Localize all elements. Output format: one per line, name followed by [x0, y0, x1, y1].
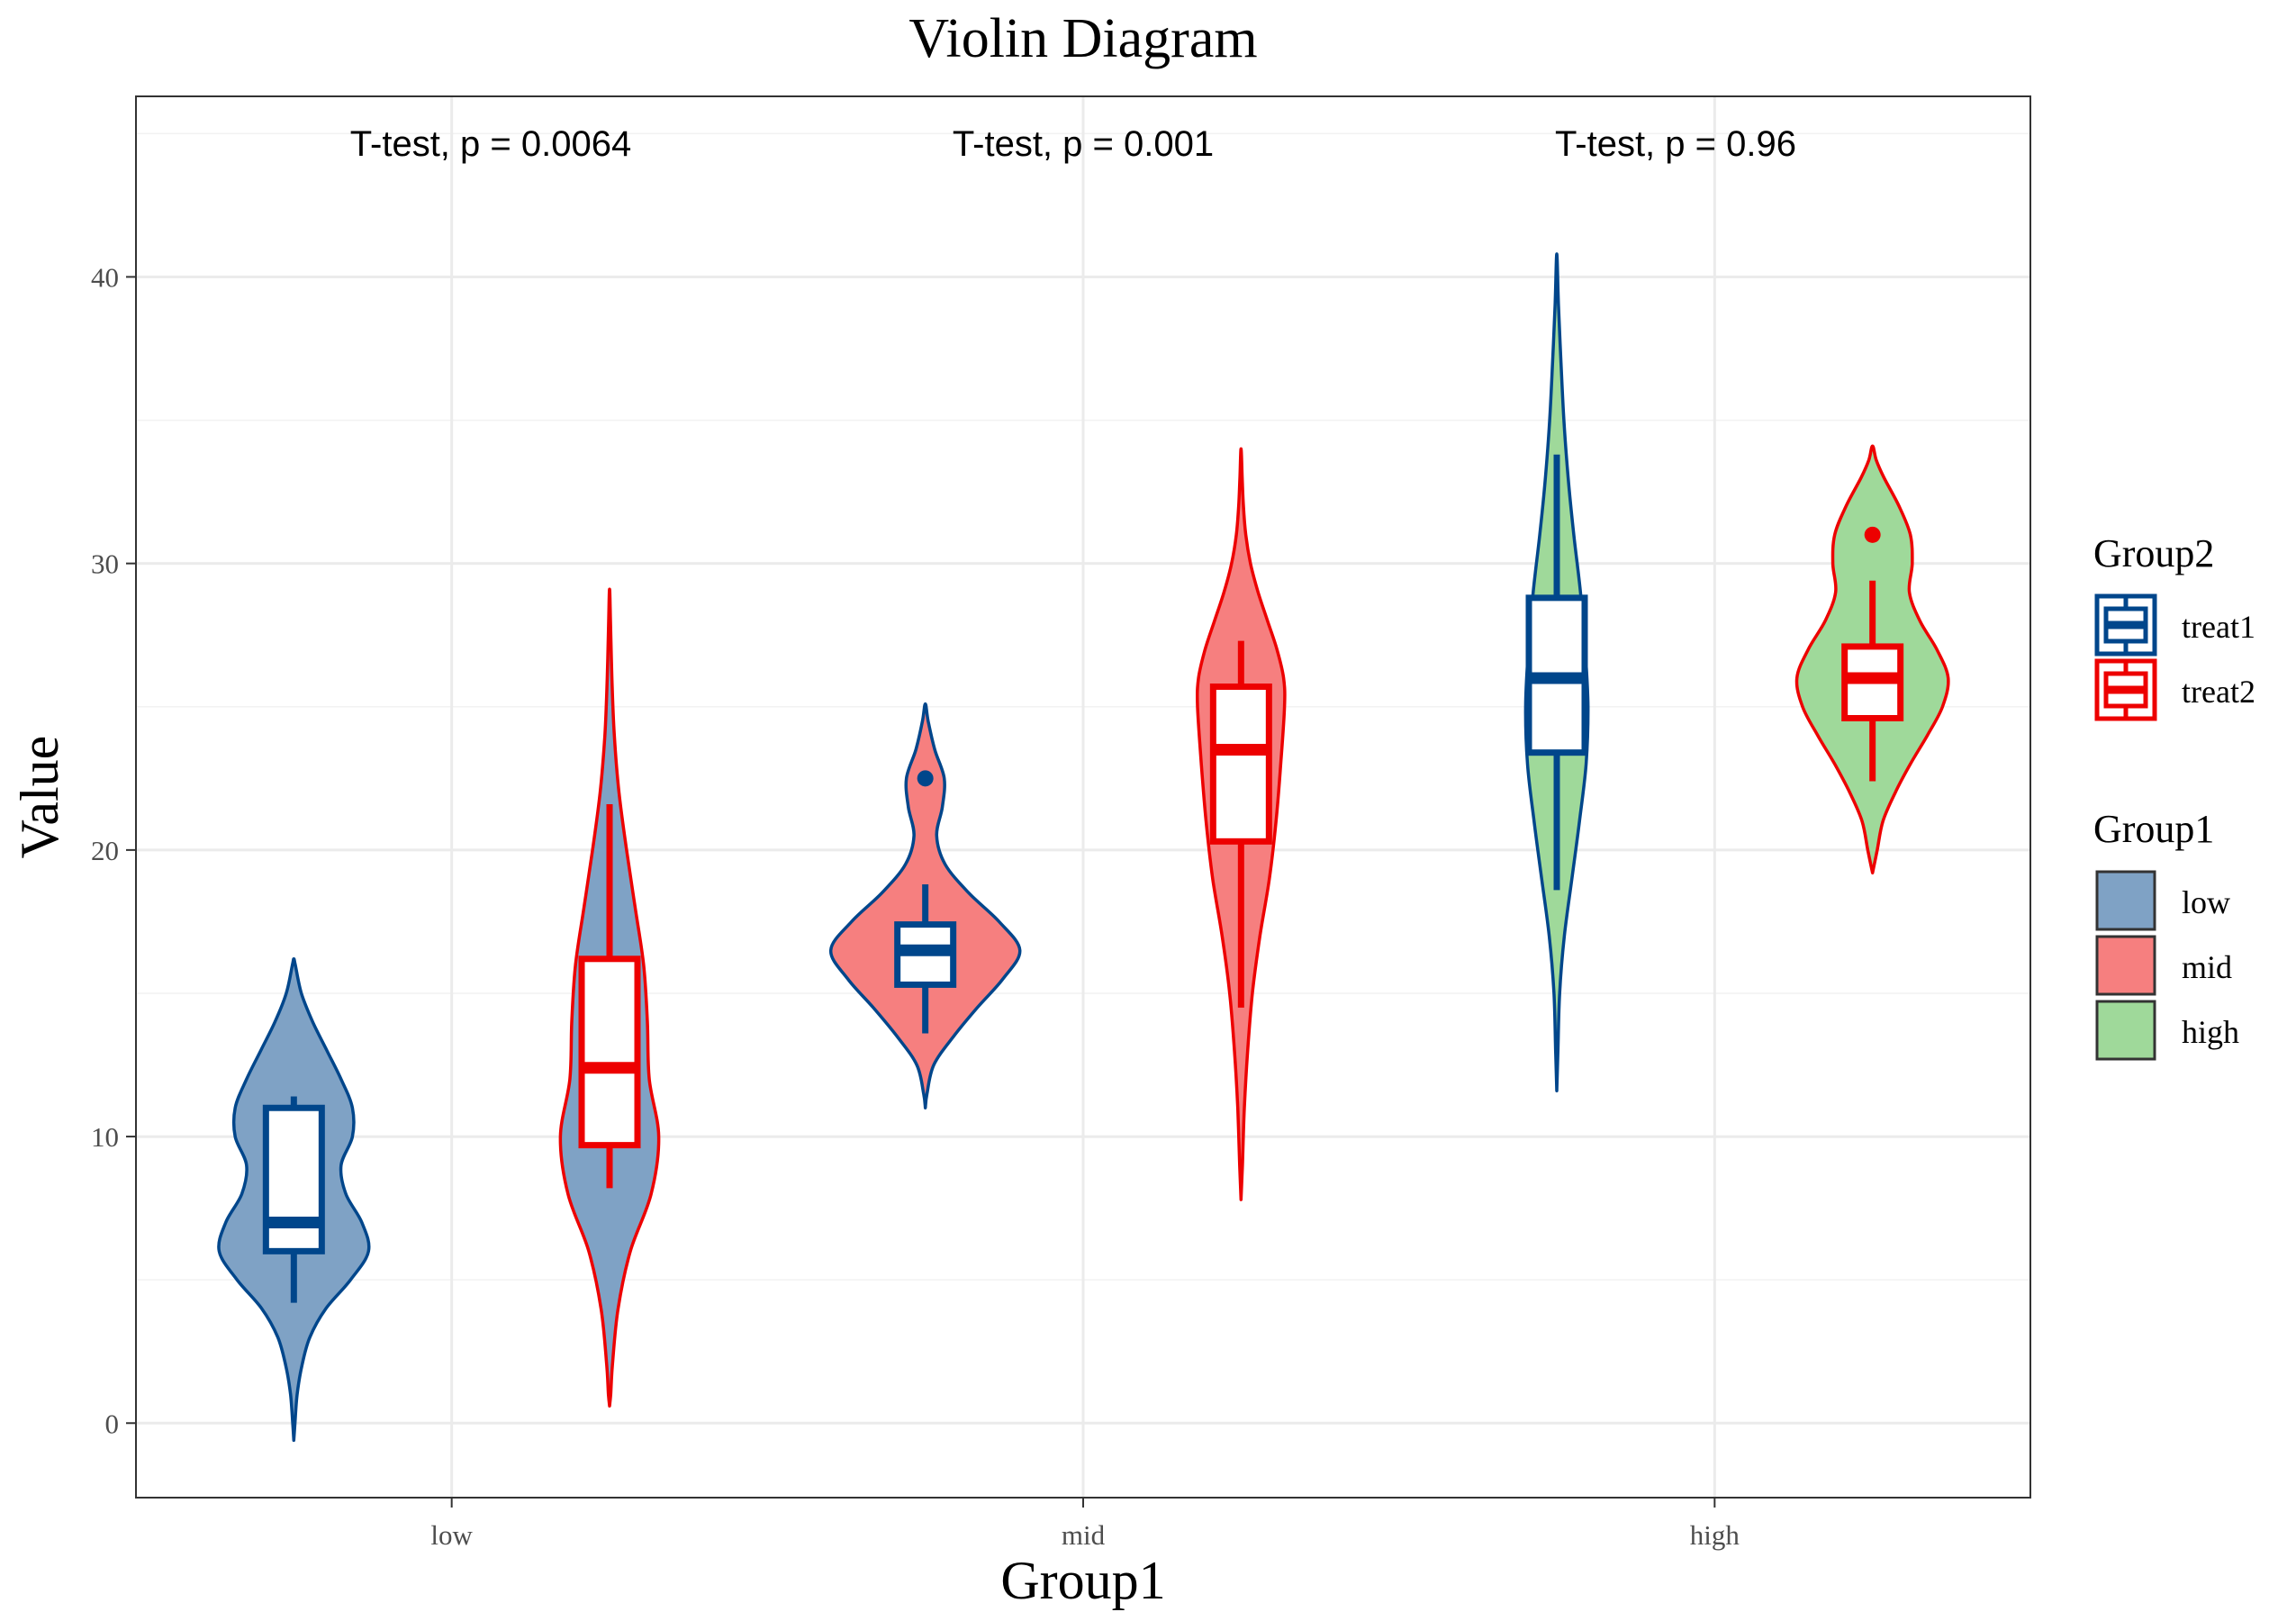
legend-label-low: low: [2182, 884, 2230, 920]
y-axis: 0 10 20 30 40: [91, 261, 136, 1439]
box-low-treat1: [262, 1104, 325, 1254]
box-mid-treat2: [1209, 683, 1272, 845]
x-tick-label: low: [430, 1519, 473, 1551]
ttest-annotation-high: T-test, p = 0.96: [1555, 124, 1796, 164]
ttest-annotation-low: T-test, p = 0.0064: [350, 124, 631, 164]
y-tick-label: 0: [105, 1408, 120, 1439]
x-tick-label: high: [1690, 1519, 1740, 1551]
legend-key-treat2: [2094, 658, 2157, 721]
y-axis-title: Value: [10, 736, 69, 859]
legend-label-mid: mid: [2182, 949, 2232, 985]
legend-group1: Group1 low mid high: [2093, 807, 2239, 1061]
legend-label-treat2: treat2: [2182, 674, 2255, 710]
boxplot-layer: [262, 454, 1904, 1303]
outlier-high-treat2: [1864, 526, 1881, 543]
chart-title: Violin Diagram: [908, 8, 1257, 69]
ttest-annotation-mid: T-test, p = 0.001: [953, 124, 1214, 164]
x-tick-label: mid: [1062, 1519, 1106, 1551]
legend-label-high: high: [2182, 1014, 2239, 1050]
legend-key-treat1: [2094, 593, 2157, 657]
x-axis-title: Group1: [1000, 1551, 1165, 1610]
y-tick-label: 20: [91, 835, 119, 866]
box-low-treat2: [578, 955, 641, 1149]
y-tick-label: 40: [91, 261, 119, 293]
x-axis: low mid high: [430, 1498, 1740, 1551]
gridlines: [136, 96, 2030, 1498]
y-tick-label: 10: [91, 1121, 119, 1153]
legend-group1-title: Group1: [2093, 807, 2214, 851]
outlier-mid-treat1: [917, 770, 934, 787]
legend-key-mid: [2095, 935, 2156, 996]
y-tick-label: 30: [91, 548, 119, 580]
legend-group2: Group2 treat1 treat2: [2093, 531, 2255, 721]
legend-key-low: [2095, 870, 2156, 931]
legend-label-treat1: treat1: [2182, 609, 2255, 645]
legend-key-high: [2095, 1000, 2156, 1061]
legend-group2-title: Group2: [2093, 531, 2214, 575]
